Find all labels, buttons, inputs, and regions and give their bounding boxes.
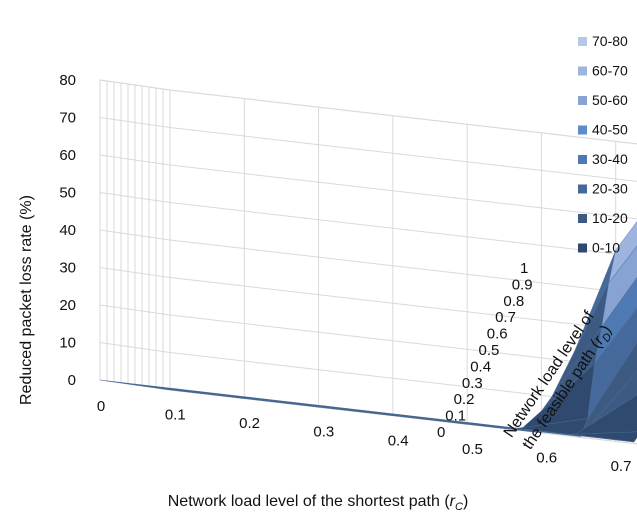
x-axis-title: Network load level of the shortest path …: [168, 493, 469, 513]
legend-swatch: [578, 243, 587, 253]
legend-swatch: [578, 125, 587, 135]
y-tick-label: 0.1: [445, 408, 466, 425]
legend: 70-80 60-70 50-60 40-50 30-40 20-30 10-20 0-10: [578, 33, 628, 256]
y-tick-label: 1: [520, 260, 528, 277]
chart-walls: [99, 79, 637, 445]
z-tick-label: 50: [59, 185, 76, 202]
y-tick-label: 0.5: [479, 342, 500, 359]
z-tick-label: 70: [59, 110, 76, 127]
y-tick-label: 0.7: [495, 309, 516, 326]
y-tick-label: 0.8: [503, 293, 524, 310]
surface-patch: [248, 396, 330, 408]
z-gridline: [99, 117, 637, 182]
x-tick-label: 0.7: [611, 458, 632, 475]
legend-label: 30-40: [592, 151, 628, 167]
surface-patch: [397, 413, 479, 425]
z-axis-title: Reduced packet loss rate (%): [18, 195, 35, 405]
z-tick-label: 80: [59, 72, 76, 89]
legend-label: 50-60: [592, 92, 628, 108]
surface-patch: [594, 277, 637, 364]
legend-swatch: [578, 214, 587, 223]
y-tick-label: 0.6: [487, 326, 508, 343]
z-tick-label: 0: [68, 372, 76, 389]
y-tick-label: 0.9: [512, 276, 533, 293]
legend-swatch: [578, 66, 587, 76]
z-gridline: [99, 267, 637, 332]
legend-swatch: [578, 96, 587, 105]
legend-label: 10-20: [592, 210, 628, 226]
z-gridline: [99, 192, 637, 257]
z-gridline: [99, 229, 637, 295]
tick-labels: 00.10.20.30.40.50.60.700.10.20.30.40.50.…: [59, 72, 631, 475]
surface-patch: [174, 388, 256, 399]
x-tick-label: 0.4: [388, 432, 409, 449]
surface-patch: [99, 379, 182, 390]
z-tick-label: 40: [59, 222, 76, 239]
legend-label: 70-80: [592, 33, 628, 49]
surface-patch: [608, 220, 637, 284]
z-tick-label: 10: [59, 335, 76, 352]
z-tick-label: 30: [59, 260, 76, 277]
z-gridline: [99, 154, 637, 220]
legend-label: 20-30: [592, 181, 628, 197]
y-tick-label: 0: [437, 424, 445, 441]
x-tick-label: 0.3: [313, 424, 334, 441]
x-tick-label: 0.5: [462, 441, 483, 458]
legend-swatch: [578, 184, 587, 194]
x-tick-label: 0.1: [165, 407, 186, 424]
surface-patch: [601, 245, 637, 328]
legend-label: 0-10: [592, 240, 620, 256]
y-tick-label: 0.2: [454, 391, 475, 408]
surface-patch: [545, 431, 628, 442]
legend-label: 60-70: [592, 63, 628, 79]
surface-patch: [322, 405, 405, 416]
x-tick-label: 0.6: [536, 449, 557, 466]
legend-label: 40-50: [592, 122, 628, 138]
legend-swatch: [578, 37, 587, 46]
surface-plot: [99, 220, 637, 443]
y-tick-label: 0.4: [470, 358, 491, 375]
z-gridline: [99, 79, 637, 145]
x-tick-label: 0.2: [239, 415, 260, 432]
y-tick-label: 0.3: [462, 375, 483, 392]
surface-patch: [587, 308, 637, 419]
x-tick-label: 0: [97, 398, 105, 415]
z-tick-label: 60: [59, 147, 76, 164]
legend-swatch: [578, 155, 587, 164]
z-tick-label: 20: [59, 297, 76, 314]
